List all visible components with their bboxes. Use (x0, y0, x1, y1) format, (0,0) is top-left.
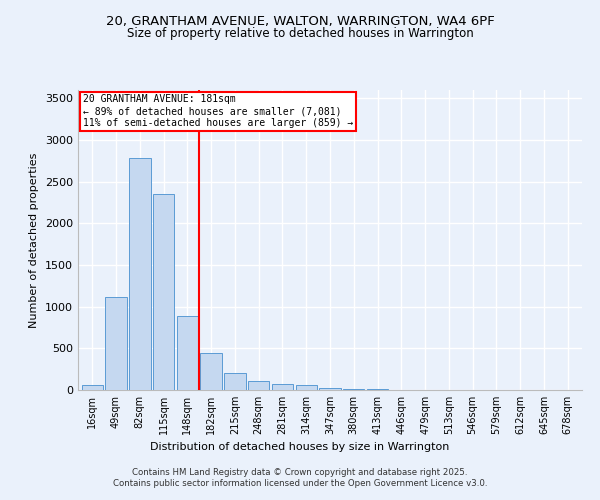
Bar (176, 316, 198, 390)
Text: 20, GRANTHAM AVENUE, WALTON, WARRINGTON, WA4 6PF: 20, GRANTHAM AVENUE, WALTON, WARRINGTON,… (106, 15, 494, 28)
Bar (367, 389, 388, 390)
Bar (153, 194, 174, 390)
Text: Size of property relative to detached houses in Warrington: Size of property relative to detached ho… (127, 28, 473, 40)
Text: Distribution of detached houses by size in Warrington: Distribution of detached houses by size … (151, 442, 449, 452)
Y-axis label: Number of detached properties: Number of detached properties (29, 152, 40, 328)
Bar (129, 158, 151, 390)
Bar (106, 296, 127, 390)
Bar (200, 354, 222, 390)
Bar (248, 381, 269, 390)
Bar (224, 374, 245, 390)
Bar (82, 386, 103, 390)
Bar (319, 388, 341, 390)
Text: 20 GRANTHAM AVENUE: 181sqm
← 89% of detached houses are smaller (7,081)
11% of s: 20 GRANTHAM AVENUE: 181sqm ← 89% of deta… (83, 94, 353, 128)
Text: Contains HM Land Registry data © Crown copyright and database right 2025.
Contai: Contains HM Land Registry data © Crown c… (113, 468, 487, 487)
Bar (296, 386, 317, 390)
Bar (343, 389, 364, 390)
Bar (272, 384, 293, 390)
